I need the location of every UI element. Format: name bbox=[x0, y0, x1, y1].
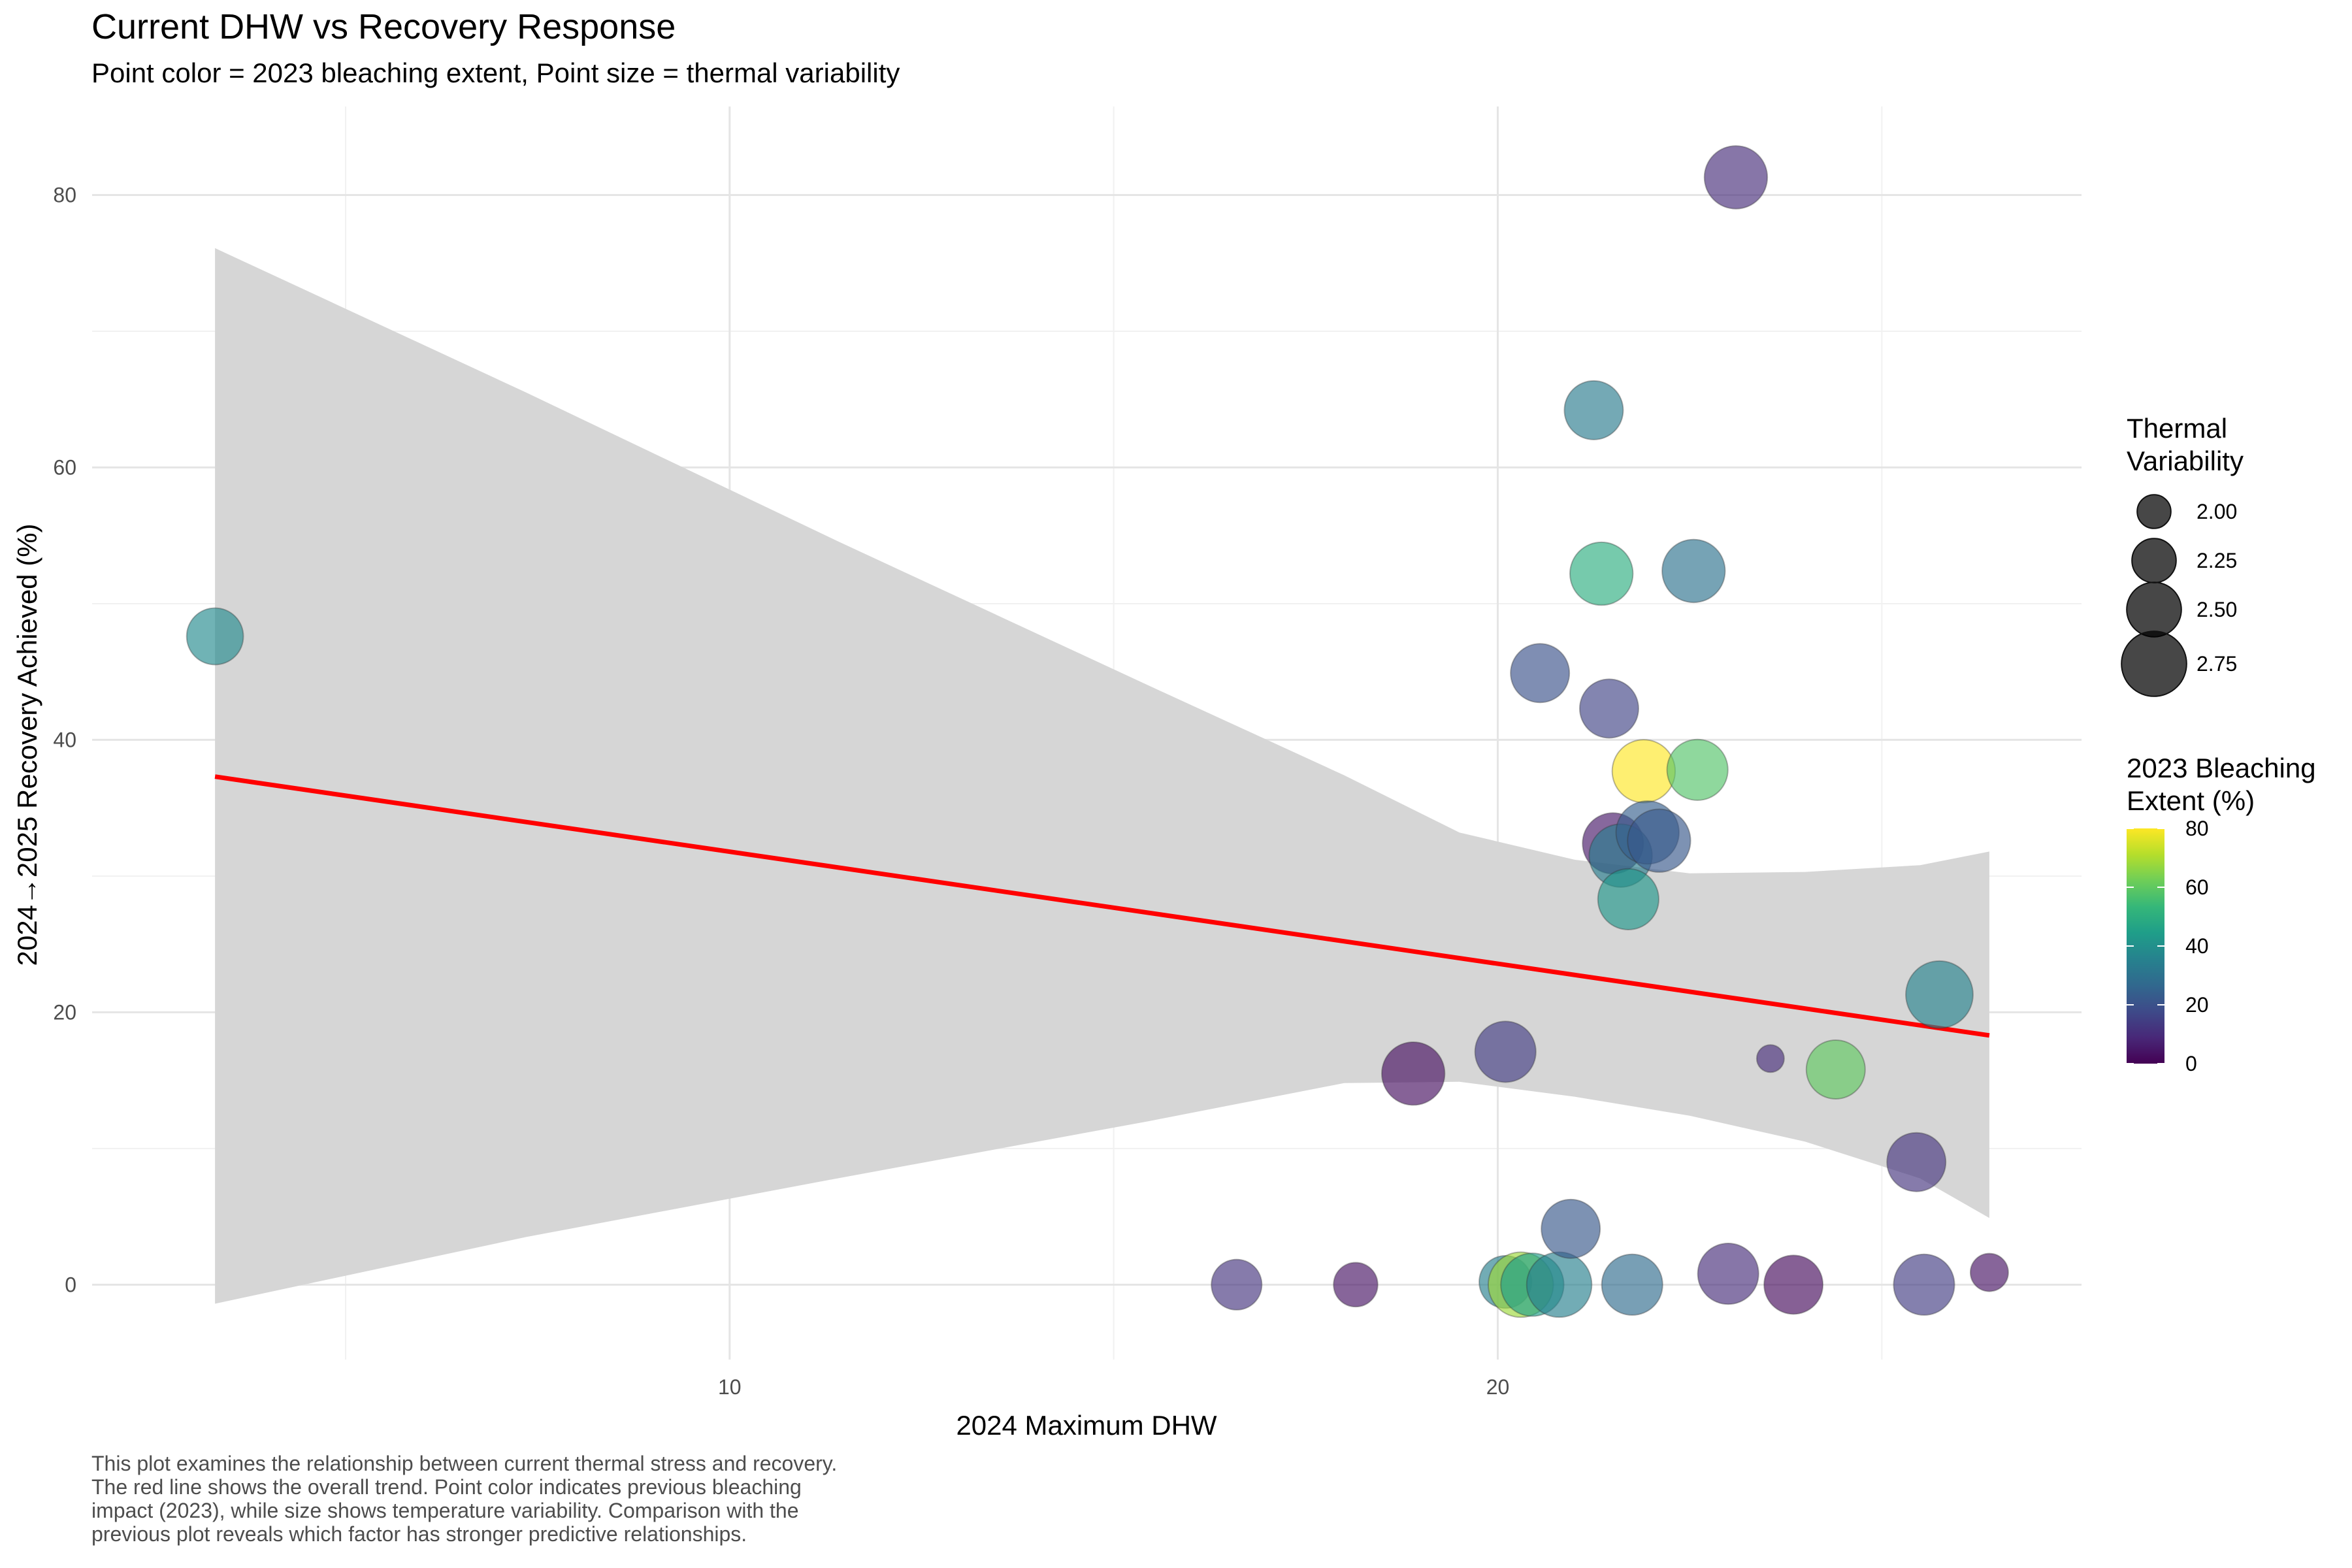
color-legend-label: 20 bbox=[2185, 993, 2209, 1017]
data-point bbox=[1886, 1132, 1947, 1192]
data-point bbox=[1611, 739, 1676, 804]
data-point bbox=[1474, 1021, 1537, 1083]
y-axis-title: 2024→2025 Recovery Achieved (%) bbox=[12, 523, 42, 966]
size-legend-label: 2.75 bbox=[2197, 652, 2237, 676]
size-legend-label: 2.50 bbox=[2197, 598, 2237, 621]
data-point bbox=[1805, 1039, 1866, 1100]
data-point bbox=[1380, 1041, 1446, 1106]
caption-line: The red line shows the overall trend. Po… bbox=[91, 1475, 802, 1499]
data-point bbox=[1510, 643, 1571, 704]
chart-caption: This plot examines the relationship betw… bbox=[91, 1452, 1071, 1546]
y-tick-label: 60 bbox=[53, 455, 76, 479]
size-legend-label: 2.25 bbox=[2197, 549, 2237, 572]
size-legend-title: Thermal bbox=[2127, 413, 2227, 444]
color-legend-label: 0 bbox=[2185, 1052, 2197, 1075]
y-tick-label: 40 bbox=[53, 728, 76, 751]
chart-title: Current DHW vs Recovery Response bbox=[91, 7, 676, 46]
trend-line bbox=[214, 774, 1990, 1038]
size-legend-key bbox=[2136, 494, 2172, 529]
y-tick-label: 20 bbox=[53, 1000, 76, 1024]
data-point bbox=[186, 607, 244, 666]
caption-line: This plot examines the relationship betw… bbox=[91, 1452, 838, 1475]
y-tick-label: 0 bbox=[65, 1273, 76, 1296]
data-point bbox=[1333, 1262, 1379, 1308]
data-point bbox=[1893, 1253, 1955, 1316]
data-point bbox=[1627, 808, 1691, 873]
data-point bbox=[1601, 1253, 1663, 1316]
data-point bbox=[1703, 145, 1769, 210]
data-point bbox=[1666, 738, 1729, 801]
data-point bbox=[1905, 960, 1974, 1029]
confidence-band-group bbox=[215, 248, 1989, 1304]
data-points bbox=[186, 145, 2009, 1318]
x-tick-label: 20 bbox=[1486, 1375, 1510, 1399]
data-point bbox=[1969, 1252, 2009, 1292]
data-point bbox=[1569, 541, 1634, 606]
confidence-band bbox=[215, 248, 1989, 1304]
data-point bbox=[1756, 1044, 1785, 1073]
data-point bbox=[1578, 678, 1639, 739]
caption-line: impact (2023), while size shows temperat… bbox=[91, 1499, 799, 1522]
data-point bbox=[1763, 1254, 1824, 1315]
color-legend-title: Extent (%) bbox=[2127, 785, 2255, 816]
y-tick-label: 80 bbox=[53, 184, 76, 207]
color-legend-label: 80 bbox=[2185, 817, 2209, 840]
data-point bbox=[1661, 538, 1726, 604]
data-point bbox=[1597, 868, 1659, 930]
caption-line: previous plot reveals which factor has s… bbox=[91, 1522, 747, 1546]
size-legend-key bbox=[2131, 538, 2177, 583]
size-legend-key bbox=[2126, 581, 2182, 638]
axis-ticks: 0 20 40 60 80 10 20 bbox=[53, 184, 1509, 1399]
data-point bbox=[1211, 1258, 1263, 1311]
data-point bbox=[1697, 1243, 1759, 1305]
size-legend-title: Variability bbox=[2127, 446, 2244, 476]
chart-subtitle: Point color = 2023 bleaching extent, Poi… bbox=[91, 57, 900, 88]
data-point bbox=[1563, 380, 1624, 440]
color-legend-label: 40 bbox=[2185, 934, 2209, 958]
size-legend-label: 2.00 bbox=[2197, 500, 2237, 523]
color-legend-label: 60 bbox=[2185, 875, 2209, 899]
trend-line-group bbox=[214, 774, 1990, 1038]
size-legend-key bbox=[2121, 630, 2187, 697]
x-axis-title: 2024 Maximum DHW bbox=[956, 1410, 1217, 1441]
data-point bbox=[1526, 1251, 1593, 1318]
x-tick-label: 10 bbox=[718, 1375, 742, 1399]
data-point bbox=[1541, 1198, 1601, 1259]
color-legend-title: 2023 Bleaching bbox=[2127, 753, 2316, 783]
